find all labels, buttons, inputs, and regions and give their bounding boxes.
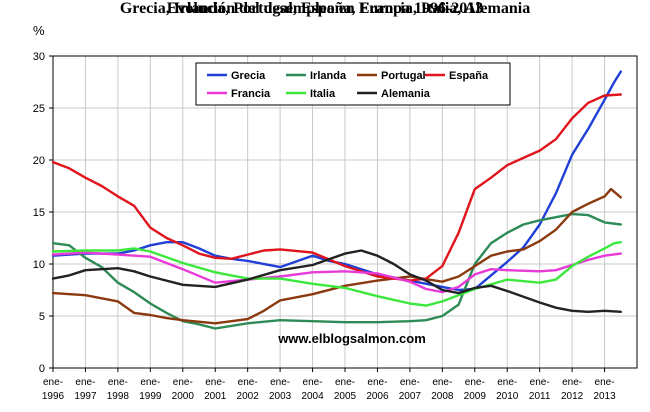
x-tick-label: ene-: [303, 377, 323, 388]
y-tick-label: 10: [33, 259, 45, 271]
x-tick-label: ene-: [205, 377, 225, 388]
series-line-alemania: [51, 249, 622, 313]
chart-subtitle: Grecia, Irlanda, Portugal, España, Franc…: [119, 0, 531, 17]
y-tick-label: 20: [33, 155, 45, 167]
series-line-espaa: [51, 93, 622, 282]
x-tick-label-year: 1998: [107, 391, 130, 402]
x-tick-label-year: 2009: [464, 391, 487, 402]
legend-label-francia: Francia: [231, 88, 271, 100]
x-tick-label: ene-: [432, 377, 452, 388]
x-tick-label: ene-: [270, 377, 290, 388]
legend-label-grecia: Grecia: [231, 70, 266, 82]
x-tick-label-year: 2011: [529, 391, 551, 402]
y-tick-label: 0: [39, 363, 45, 375]
y-axis-label: %: [33, 23, 45, 38]
x-tick-label: ene-: [108, 377, 128, 388]
x-tick-label-year: 2003: [269, 391, 292, 402]
x-tick-label-year: 2005: [334, 391, 357, 402]
series-lines: [51, 70, 622, 330]
x-tick-label-year: 2013: [593, 391, 616, 402]
x-tick-label-year: 2000: [172, 391, 195, 402]
x-tick-label-year: 2002: [237, 391, 260, 402]
x-tick-label-year: 2010: [496, 391, 519, 402]
x-tick-label-year: 2007: [399, 391, 422, 402]
x-tick-label-year: 1999: [139, 391, 162, 402]
x-tick-label: ene-: [595, 377, 615, 388]
x-axis-ticks: ene- 1996 ene- 1997 ene- 1998 ene- 1999 ene- 2000…: [42, 368, 616, 402]
legend-label-portugal: Portugal: [381, 70, 426, 82]
y-tick-label: 25: [33, 103, 45, 115]
legend: Grecia Irlanda Portugal España Francia Italia…: [195, 62, 511, 106]
x-tick-label: ene-: [43, 377, 63, 388]
x-tick-label: ene-: [497, 377, 517, 388]
x-tick-label-year: 1996: [42, 391, 65, 402]
y-tick-label: 30: [33, 51, 45, 63]
x-tick-label: ene-: [173, 377, 193, 388]
legend-label-italia: Italia: [310, 88, 336, 100]
x-tick-label-year: 2001: [204, 391, 227, 402]
x-tick-label: ene-: [530, 377, 550, 388]
x-tick-label: ene-: [140, 377, 160, 388]
chart-title: Evolución del desempleo en Europa 1996-2…: [166, 0, 484, 17]
series-line-francia: [51, 251, 622, 294]
series-line-italia: [51, 240, 622, 307]
x-tick-label-year: 2006: [366, 391, 389, 402]
legend-label-espaa: España: [449, 70, 489, 82]
x-tick-label-year: 2004: [301, 391, 324, 402]
legend-box: [195, 62, 511, 106]
y-tick-label: 5: [39, 311, 45, 323]
x-tick-label: ene-: [75, 377, 95, 388]
x-tick-label: ene-: [400, 377, 420, 388]
legend-label-alemania: Alemania: [381, 88, 431, 100]
legend-label-irlanda: Irlanda: [310, 70, 347, 82]
series-line-irlanda: [51, 212, 622, 330]
x-tick-label-year: 2008: [431, 391, 454, 402]
watermark-text: www.elblogsalmon.com: [277, 331, 426, 346]
x-tick-label: ene-: [335, 377, 355, 388]
x-tick-label-year: 2012: [561, 391, 584, 402]
x-tick-label: ene-: [367, 377, 387, 388]
x-tick-label: ene-: [562, 377, 582, 388]
x-tick-label: ene-: [465, 377, 485, 388]
y-axis-ticks: 0 5 10 15 20 25 30: [33, 51, 53, 375]
x-tick-label: ene-: [238, 377, 258, 388]
series-line-grecia: [51, 70, 622, 292]
gridlines: [53, 55, 637, 368]
y-tick-label: 15: [33, 207, 45, 219]
x-tick-label-year: 1997: [74, 391, 97, 402]
